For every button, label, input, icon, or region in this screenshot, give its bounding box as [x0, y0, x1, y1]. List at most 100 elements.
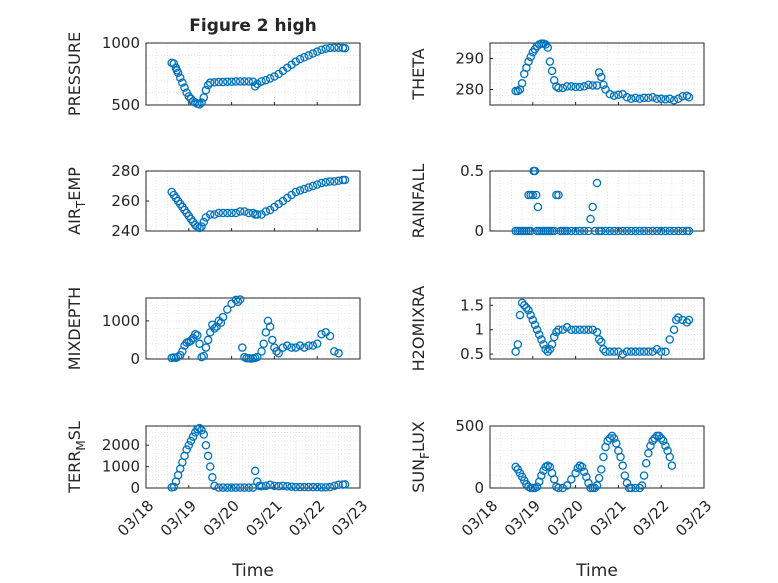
data-point	[549, 475, 559, 484]
data-point	[594, 335, 604, 344]
data-point	[268, 335, 277, 345]
data-point	[605, 89, 615, 99]
data-point	[511, 347, 520, 356]
data-point	[588, 202, 597, 212]
data-point	[218, 77, 228, 87]
y-tick-label: 240	[111, 222, 140, 240]
data-point	[682, 318, 692, 327]
data-point	[597, 465, 606, 474]
data-point	[626, 347, 636, 356]
data-point	[265, 74, 275, 83]
data-point	[240, 483, 249, 492]
y-axis-label: SUNFLUX	[409, 421, 432, 493]
data-point	[312, 47, 322, 56]
data-point	[597, 226, 606, 236]
data-point	[253, 352, 262, 362]
data-point	[240, 77, 249, 86]
data-point	[325, 482, 335, 492]
data-point	[558, 483, 568, 493]
data-point	[669, 325, 679, 334]
data-point	[648, 226, 657, 236]
data-point	[571, 325, 580, 334]
data-point	[317, 45, 326, 55]
data-point	[231, 77, 241, 86]
data-point	[618, 461, 627, 470]
data-point	[656, 347, 666, 356]
data-point	[567, 226, 576, 236]
data-point	[291, 57, 301, 66]
subplot-pressure: 500 1000 PRESSURE Figure 2 high	[65, 16, 361, 116]
y-tick-label: 0.5	[460, 162, 484, 180]
data-point	[186, 436, 196, 446]
data-point	[248, 77, 258, 86]
data-point	[618, 226, 627, 236]
data-point	[539, 340, 548, 349]
data-point	[614, 90, 623, 100]
data-point	[554, 83, 563, 93]
data-point	[321, 44, 331, 53]
data-point	[626, 226, 636, 236]
y-tick-label: 280	[455, 81, 484, 99]
data-point	[325, 43, 335, 53]
data-point	[199, 217, 209, 227]
data-point	[235, 295, 245, 304]
axes-box	[489, 297, 705, 360]
data-point	[330, 347, 339, 356]
data-point	[648, 436, 657, 446]
data-point	[197, 222, 206, 231]
data-point	[674, 94, 683, 104]
data-point	[193, 222, 202, 231]
data-point	[648, 93, 657, 102]
data-point	[526, 52, 535, 62]
data-point	[534, 330, 544, 339]
data-point	[661, 95, 670, 104]
data-point	[287, 343, 296, 352]
data-point	[199, 351, 209, 361]
y-axis-label: RAINFALL	[409, 164, 428, 239]
data-point	[650, 434, 660, 443]
data-point	[592, 327, 602, 337]
data-point	[554, 190, 563, 200]
data-point	[609, 347, 619, 356]
data-point	[295, 482, 305, 492]
data-point	[562, 481, 572, 490]
data-point	[253, 477, 262, 486]
x-tick-label: 03/18	[114, 497, 157, 540]
data-point	[195, 100, 204, 109]
data-point	[199, 430, 209, 439]
data-point	[218, 312, 228, 322]
data-point	[208, 473, 217, 482]
y-tick-label: 260	[111, 192, 140, 210]
data-point	[684, 315, 694, 325]
data-point	[601, 85, 610, 94]
data-point	[530, 320, 540, 330]
data-point	[272, 347, 281, 356]
data-point	[261, 481, 271, 491]
chart-title: Figure 2 high	[189, 16, 317, 36]
data-point	[188, 432, 198, 441]
data-point	[223, 483, 232, 492]
data-point	[597, 337, 606, 347]
data-point	[665, 94, 675, 104]
subplot-mixdepth: 0 1000 MIXDEPTH	[65, 287, 361, 370]
data-point	[665, 226, 675, 236]
data-point	[223, 305, 232, 314]
data-point	[270, 72, 279, 81]
data-point	[317, 178, 326, 188]
data-point	[261, 328, 271, 337]
data-point	[626, 94, 636, 104]
y-tick-label: 500	[455, 417, 484, 435]
data-point	[227, 77, 236, 86]
data-point	[575, 325, 585, 334]
data-point	[584, 226, 593, 236]
data-point	[616, 452, 625, 462]
data-point	[511, 462, 520, 472]
data-point	[278, 481, 288, 491]
data-point	[614, 226, 623, 236]
data-point	[592, 81, 602, 90]
data-point	[186, 336, 196, 345]
x-tick-label: 03/21	[242, 497, 285, 540]
data-point	[312, 339, 322, 348]
